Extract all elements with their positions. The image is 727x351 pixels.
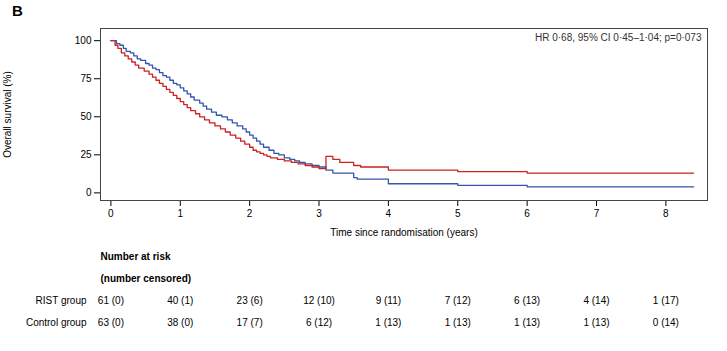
svg-text:38 (0): 38 (0): [167, 317, 193, 328]
svg-text:6 (13): 6 (13): [514, 295, 540, 306]
svg-text:Overall survival (%): Overall survival (%): [2, 71, 13, 158]
svg-text:1 (13): 1 (13): [583, 317, 609, 328]
svg-text:2: 2: [247, 208, 253, 219]
svg-text:0 (14): 0 (14): [653, 317, 679, 328]
svg-text:1: 1: [177, 208, 183, 219]
svg-text:6: 6: [524, 208, 530, 219]
svg-text:50: 50: [80, 111, 92, 122]
svg-text:RIST group: RIST group: [36, 295, 87, 306]
svg-text:40 (1): 40 (1): [167, 295, 193, 306]
svg-text:7: 7: [594, 208, 600, 219]
svg-text:9 (11): 9 (11): [376, 295, 401, 306]
svg-text:1 (17): 1 (17): [653, 295, 679, 306]
svg-text:Control group: Control group: [26, 317, 87, 328]
svg-text:4: 4: [386, 208, 392, 219]
svg-text:4 (14): 4 (14): [583, 295, 609, 306]
svg-text:17 (7): 17 (7): [237, 317, 263, 328]
svg-text:1 (13): 1 (13): [375, 317, 401, 328]
svg-text:25: 25: [80, 149, 92, 160]
svg-text:8: 8: [663, 208, 669, 219]
svg-text:12 (10): 12 (10): [303, 295, 335, 306]
svg-text:23 (6): 23 (6): [237, 295, 263, 306]
svg-text:6 (12): 6 (12): [306, 317, 332, 328]
svg-text:75: 75: [80, 73, 92, 84]
svg-text:63 (0): 63 (0): [98, 317, 124, 328]
svg-text:Time since randomisation (year: Time since randomisation (years): [330, 227, 477, 238]
svg-text:1 (13): 1 (13): [445, 317, 471, 328]
svg-text:7 (12): 7 (12): [445, 295, 471, 306]
svg-text:0: 0: [108, 208, 114, 219]
html-text:B: B: [12, 2, 23, 19]
svg-text:3: 3: [316, 208, 322, 219]
svg-text:61 (0): 61 (0): [98, 295, 124, 306]
svg-text:1 (13): 1 (13): [514, 317, 540, 328]
svg-text:100: 100: [75, 35, 92, 46]
svg-text:(number censored): (number censored): [101, 273, 192, 284]
svg-text:HR 0·68, 95% CI 0·45–1·04; p=0: HR 0·68, 95% CI 0·45–1·04; p=0·073: [535, 32, 702, 43]
svg-text:0: 0: [86, 187, 92, 198]
svg-text:5: 5: [455, 208, 461, 219]
svg-text:Number at risk: Number at risk: [101, 251, 171, 262]
